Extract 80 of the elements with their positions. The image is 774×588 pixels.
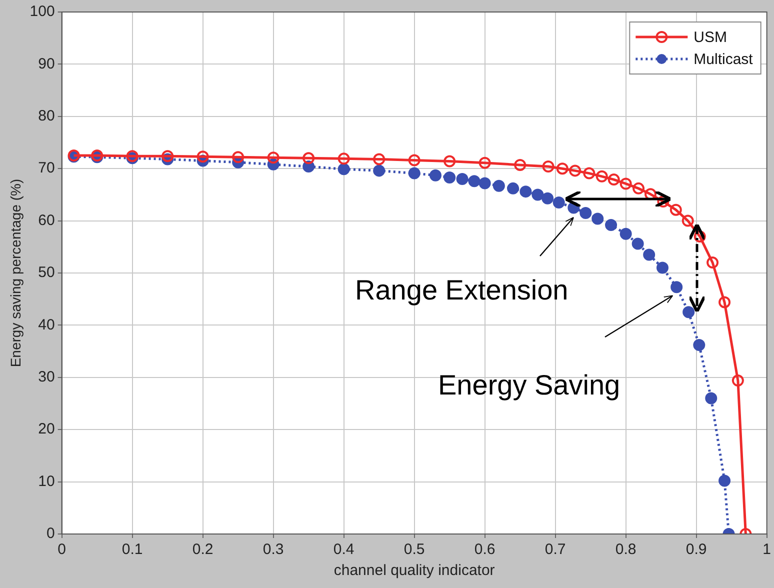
point (162, 150, 174, 162)
y-tick-label: 60 (38, 212, 55, 229)
point (556, 162, 568, 175)
point (532, 188, 544, 201)
point (520, 186, 532, 198)
point (682, 306, 695, 318)
point (478, 156, 491, 169)
point (373, 164, 386, 177)
point (408, 154, 420, 166)
point (338, 163, 350, 176)
x-tick-label: 0.2 (192, 541, 214, 558)
point (620, 228, 632, 240)
point (732, 374, 744, 387)
point (478, 177, 491, 190)
x-tick-label: 0.5 (404, 541, 425, 558)
point (444, 155, 456, 168)
point (492, 180, 505, 192)
point (632, 182, 645, 194)
point (583, 167, 596, 180)
point (514, 158, 526, 171)
point (644, 188, 657, 200)
point (542, 192, 554, 204)
point (408, 167, 420, 180)
x-tick-label: 0 (58, 541, 66, 558)
x-tick-label: 0.3 (262, 541, 284, 558)
point (373, 153, 386, 166)
point (569, 164, 582, 177)
point (596, 170, 608, 182)
point (507, 182, 520, 194)
point (580, 206, 592, 219)
point (670, 204, 682, 216)
annotation: Energy Saving (438, 370, 620, 401)
point (542, 160, 554, 173)
point (608, 174, 620, 186)
y-tick-label: 80 (38, 108, 55, 125)
point (693, 339, 706, 352)
x-tick-label: 0.4 (333, 541, 354, 558)
point (456, 173, 468, 186)
point (232, 151, 244, 164)
point (694, 230, 706, 242)
legend-label: Multicast (694, 51, 754, 68)
legend-label: USM (694, 29, 727, 46)
point (656, 262, 668, 274)
y-tick-label: 0 (46, 525, 55, 542)
y-tick-label: 50 (38, 264, 55, 282)
point (682, 214, 694, 227)
point (705, 392, 718, 404)
annotation: Range Extension (355, 274, 568, 306)
point (605, 218, 618, 231)
point (302, 152, 315, 164)
point (552, 196, 565, 209)
point (718, 474, 731, 487)
point (620, 178, 632, 190)
y-tick-label: 10 (38, 472, 55, 490)
y-tick-label: 70 (38, 160, 55, 177)
x-tick-label: 0.7 (544, 541, 566, 558)
point (643, 248, 656, 261)
x-tick-label: 0.6 (474, 541, 496, 558)
point (429, 169, 442, 182)
point (632, 238, 644, 250)
x-axis-title: channel quality indicator (334, 562, 495, 580)
point (444, 171, 456, 184)
x-tick-label: 0.8 (615, 541, 636, 558)
y-tick-label: 100 (30, 3, 55, 20)
y-tick-label: 40 (38, 316, 55, 334)
point (592, 212, 604, 225)
point (468, 175, 480, 188)
y-tick-label: 20 (38, 420, 55, 438)
y-tick-label: 90 (38, 55, 55, 72)
y-axis-title: Energy saving percentage (%) (7, 178, 24, 368)
point (670, 281, 683, 294)
x-tick-label: 0.1 (122, 541, 143, 558)
point (267, 152, 280, 164)
point (338, 152, 350, 165)
point (706, 256, 719, 269)
point (196, 150, 209, 163)
x-tick-label: 0.9 (686, 541, 707, 558)
y-tick-label: 30 (38, 368, 55, 386)
x-tick-label: 1 (762, 541, 771, 558)
point (718, 296, 731, 308)
